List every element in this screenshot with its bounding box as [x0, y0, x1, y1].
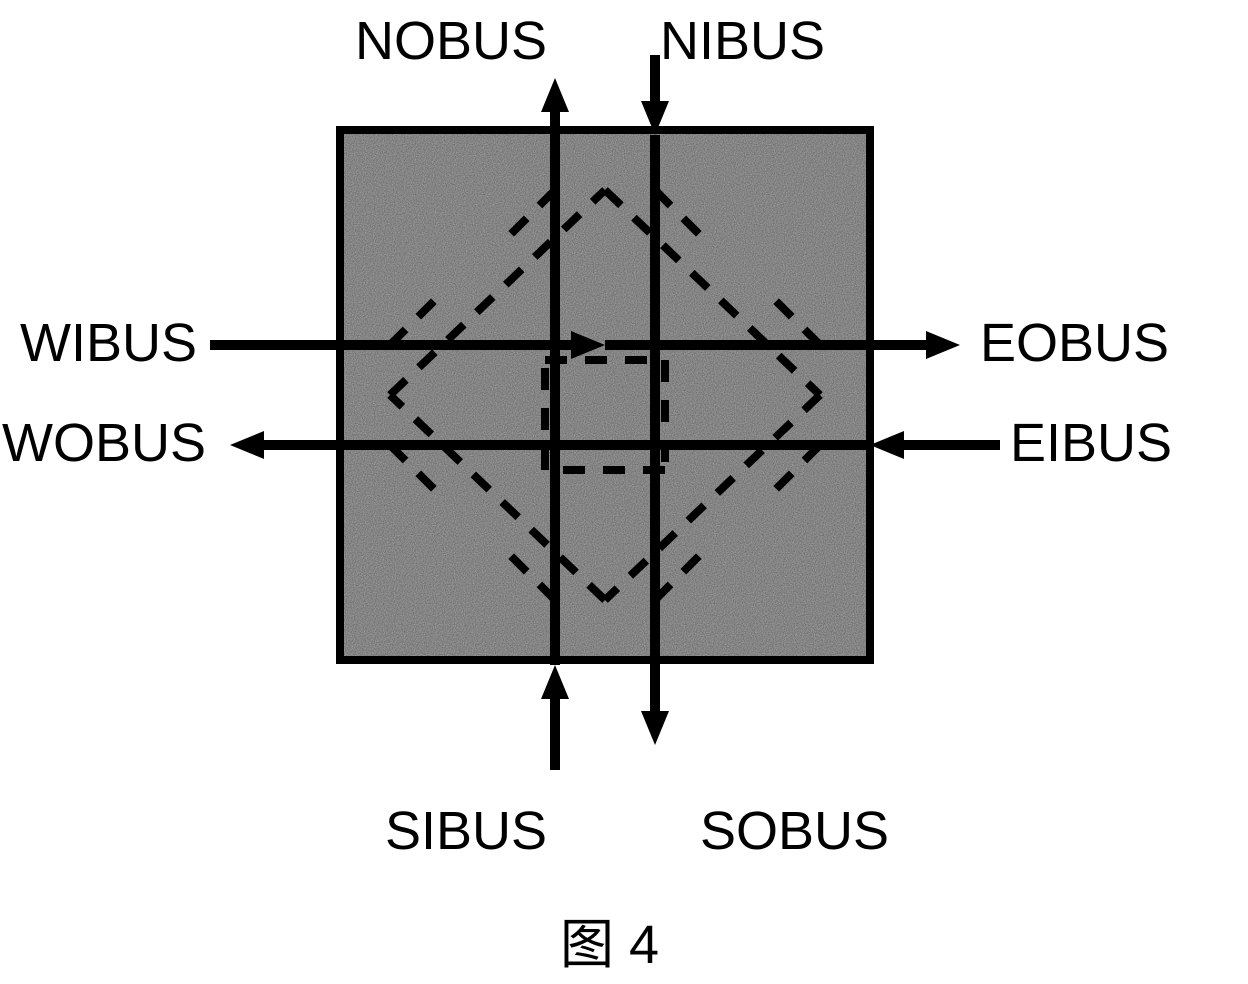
eobus-arrow-head [926, 331, 960, 359]
diagram-svg [0, 0, 1248, 984]
sobus-label: SOBUS [700, 800, 889, 862]
wobus-arrow-head [230, 431, 264, 459]
sibus-arrow-head [541, 665, 569, 699]
diagram-stage: NOBUS NIBUS WIBUS WOBUS EOBUS EIBUS SIBU… [0, 0, 1248, 984]
wobus-label: WOBUS [2, 412, 206, 474]
center-square-texture [340, 130, 870, 660]
caption: 图 4 [560, 900, 659, 979]
nobus-arrow-head [541, 78, 569, 112]
eobus-label: EOBUS [980, 312, 1169, 374]
eibus-label: EIBUS [1010, 412, 1172, 474]
eibus-arrow-head [870, 431, 904, 459]
sibus-label: SIBUS [385, 800, 547, 862]
wibus-label: WIBUS [20, 312, 197, 374]
nibus-label: NIBUS [660, 10, 825, 72]
nobus-label: NOBUS [355, 10, 547, 72]
sobus-arrow-head [641, 711, 669, 745]
